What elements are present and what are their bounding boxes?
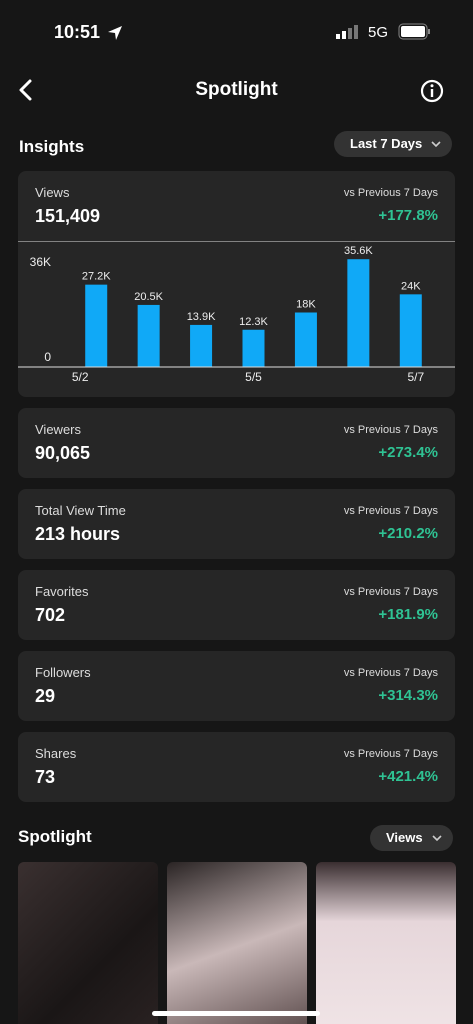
metric-compare: vs Previous 7 Days — [343, 505, 438, 517]
metric-label: Shares — [35, 746, 77, 761]
metric-change: +181.9% — [378, 606, 438, 623]
metric-label: Views — [35, 185, 70, 200]
metric-value: 73 — [35, 767, 56, 787]
thumbnail[interactable] — [167, 862, 307, 1024]
signal-icon — [336, 25, 358, 39]
metric-change: +210.2% — [378, 525, 438, 542]
value-label: 20.5K — [134, 291, 163, 303]
views-card: Views 151,409 vs Previous 7 Days +177.8%… — [18, 171, 455, 397]
metric-label: Total View Time — [35, 503, 126, 518]
back-button[interactable] — [14, 78, 38, 102]
metric-compare: vs Previous 7 Days — [343, 424, 438, 436]
metric-compare: vs Previous 7 Days — [343, 667, 438, 679]
metric-value: 29 — [35, 686, 56, 706]
x-tick-label: 5/2 — [72, 370, 89, 384]
metric-label: Followers — [35, 665, 91, 680]
x-tick-label: 5/7 — [407, 370, 424, 384]
metric-value: 151,409 — [35, 206, 101, 226]
sort-label: Views — [386, 830, 423, 845]
value-label: 12.3K — [239, 316, 268, 328]
metric-card: Shares 73 vs Previous 7 Days +421.4% — [18, 732, 455, 802]
sort-dropdown[interactable]: Views — [370, 825, 453, 851]
metric-change: +177.8% — [378, 207, 438, 224]
value-label: 24K — [401, 280, 421, 292]
period-label: Last 7 Days — [350, 136, 423, 151]
value-label: 27.2K — [82, 271, 111, 283]
y-tick-label: 36K — [30, 255, 51, 269]
metric-label: Favorites — [35, 584, 89, 599]
metric-label: Viewers — [35, 422, 82, 437]
metric-card: Viewers 90,065 vs Previous 7 Days +273.4% — [18, 408, 455, 478]
value-label: 35.6K — [344, 245, 373, 257]
thumbnail[interactable] — [316, 862, 456, 1024]
bar — [399, 294, 422, 367]
metric-change: +273.4% — [378, 444, 438, 461]
metric-compare: vs Previous 7 Days — [343, 187, 438, 199]
network: 5G — [368, 24, 389, 41]
metric-value: 90,065 — [35, 443, 91, 463]
value-label: 18K — [296, 299, 316, 311]
metric-card: Followers 29 vs Previous 7 Days +314.3% — [18, 651, 455, 721]
bar — [190, 324, 213, 367]
clock: 10:51 — [54, 22, 101, 42]
bar — [347, 259, 370, 367]
metric-card: Total View Time 213 hours vs Previous 7 Da… — [18, 489, 455, 559]
home-indicator — [152, 1011, 320, 1016]
bar — [242, 329, 265, 367]
battery-icon — [398, 23, 430, 40]
metric-change: +314.3% — [378, 687, 438, 704]
metric-card: Favorites 702 vs Previous 7 Days +181.9% — [18, 570, 455, 640]
x-tick-label: 5/5 — [245, 370, 262, 384]
page-title: Spotlight — [195, 79, 278, 100]
section-title: Spotlight — [18, 827, 92, 846]
section-title: Insights — [19, 137, 85, 156]
metric-value: 702 — [35, 605, 66, 625]
y-tick-label: 0 — [44, 350, 51, 364]
thumbnail[interactable] — [18, 862, 158, 1024]
metric-compare: vs Previous 7 Days — [343, 748, 438, 760]
chart: 0 36K 27.2K 5/2 20.5K 13.9K 12.3K 5/5 18K 35.6K 24… — [18, 241, 455, 384]
info-button[interactable] — [419, 78, 445, 104]
period-dropdown[interactable]: Last 7 Days — [334, 131, 453, 157]
bar — [294, 312, 317, 367]
location-icon — [108, 26, 122, 40]
metric-change: +421.4% — [378, 768, 438, 785]
metric-compare: vs Previous 7 Days — [343, 586, 438, 598]
metric-value: 213 hours — [35, 524, 121, 544]
bar — [137, 304, 160, 367]
bar — [85, 284, 108, 367]
value-label: 13.9K — [187, 311, 216, 323]
